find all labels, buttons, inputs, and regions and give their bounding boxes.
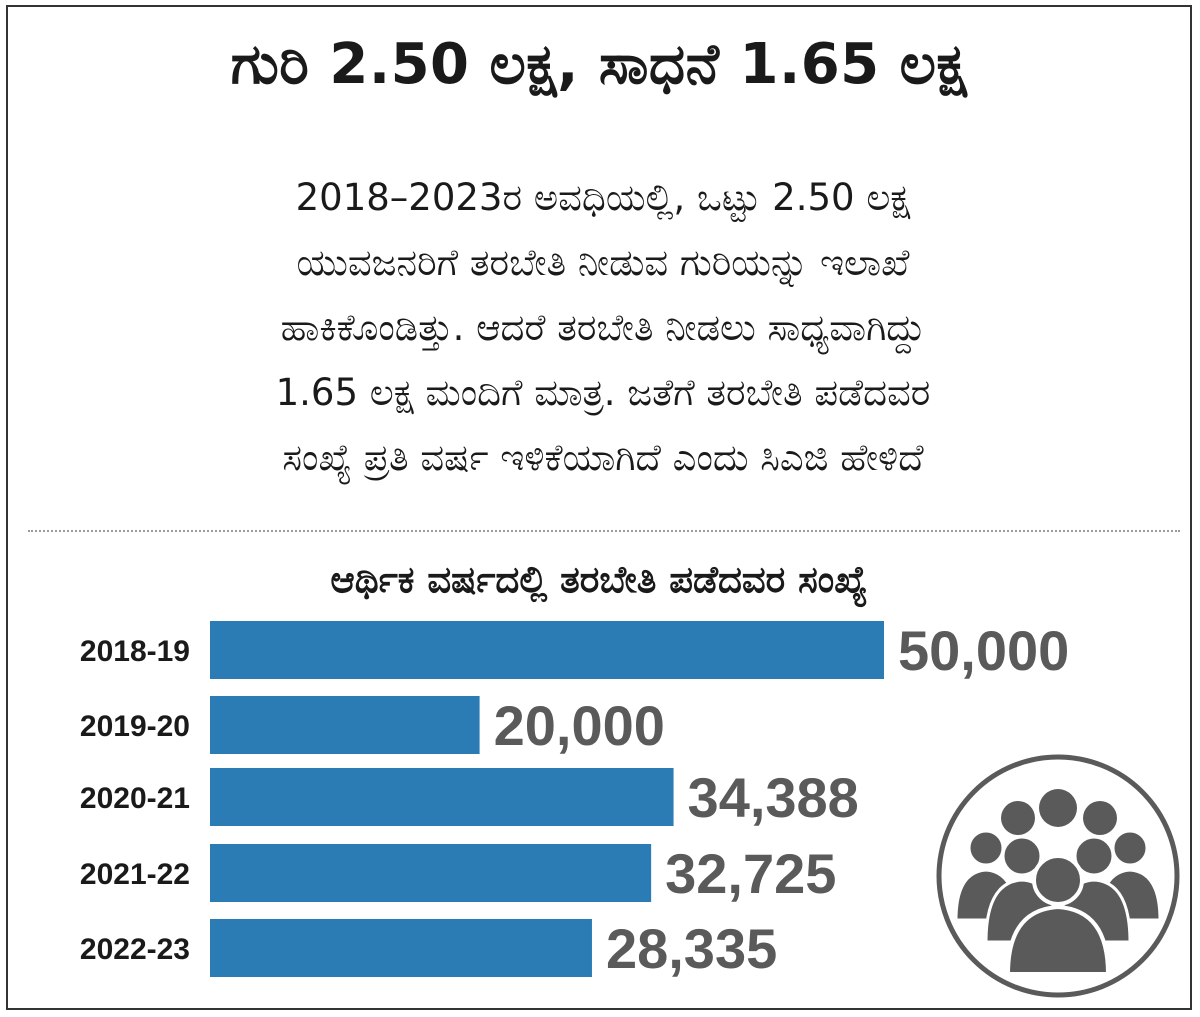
chart-title: ಆರ್ಥಿಕ ವರ್ಷದಲ್ಲಿ ತರಬೇತಿ ಪಡೆದವರ ಸಂಖ್ಯೆ [330, 558, 868, 601]
people-group-icon [936, 754, 1180, 998]
bar [210, 621, 884, 679]
category-label: 2019-20 [80, 710, 190, 743]
value-label: 50,000 [898, 619, 1069, 682]
infographic-frame: ಗುರಿ 2.50 ಲಕ್ಷ, ಸಾಧನೆ 1.65 ಲಕ್ಷ 2018–202… [6, 5, 1192, 1010]
bar [210, 768, 674, 826]
summary-line-5: ಸಂಖ್ಯೆ ಪ್ರತಿ ವರ್ಷ ಇಳಿಕೆಯಾಗಿದೆ ಎಂದು ಸಿಎಜಿ… [282, 436, 924, 479]
category-label: 2021-22 [80, 858, 190, 891]
dotted-divider [28, 530, 1180, 532]
value-label: 20,000 [494, 694, 665, 757]
category-label: 2018-19 [80, 635, 190, 668]
bar [210, 696, 480, 754]
summary-line-4: 1.65 ಲಕ್ಷ ಮಂದಿಗೆ ಮಾತ್ರ. ಜತೆಗೆ ತರಬೇತಿ ಪಡೆ… [275, 371, 931, 414]
value-label: 28,335 [606, 917, 777, 980]
headline: ಗುರಿ 2.50 ಲಕ್ಷ, ಸಾಧನೆ 1.65 ಲಕ್ಷ [230, 32, 968, 97]
bar [210, 919, 592, 977]
bar [210, 844, 652, 902]
summary-line-3: ಹಾಕಿಕೊಂಡಿತ್ತು. ಆದರೆ ತರಬೇತಿ ನೀಡಲು ಸಾಧ್ಯವಾ… [280, 306, 926, 349]
summary-line-1: 2018–2023ರ ಅವಧಿಯಲ್ಲಿ, ಒಟ್ಟು 2.50 ಲಕ್ಷ [295, 176, 911, 219]
value-label: 34,388 [688, 766, 859, 829]
bar-chart: 2018-19 50,000 2019-20 20,000 2020-21 34,388 2… [80, 619, 1069, 980]
category-label: 2022-23 [80, 933, 190, 966]
category-label: 2020-21 [80, 782, 190, 815]
summary-text: 2018–2023ರ ಅವಧಿಯಲ್ಲಿ, ಒಟ್ಟು 2.50 ಲಕ್ಷ ಯು… [48, 165, 1158, 490]
summary-line-2: ಯುವಜನರಿಗೆ ತರಬೇತಿ ನೀಡುವ ಗುರಿಯನ್ನು ಇಲಾಖೆ [296, 241, 910, 284]
value-label: 32,725 [665, 842, 836, 905]
